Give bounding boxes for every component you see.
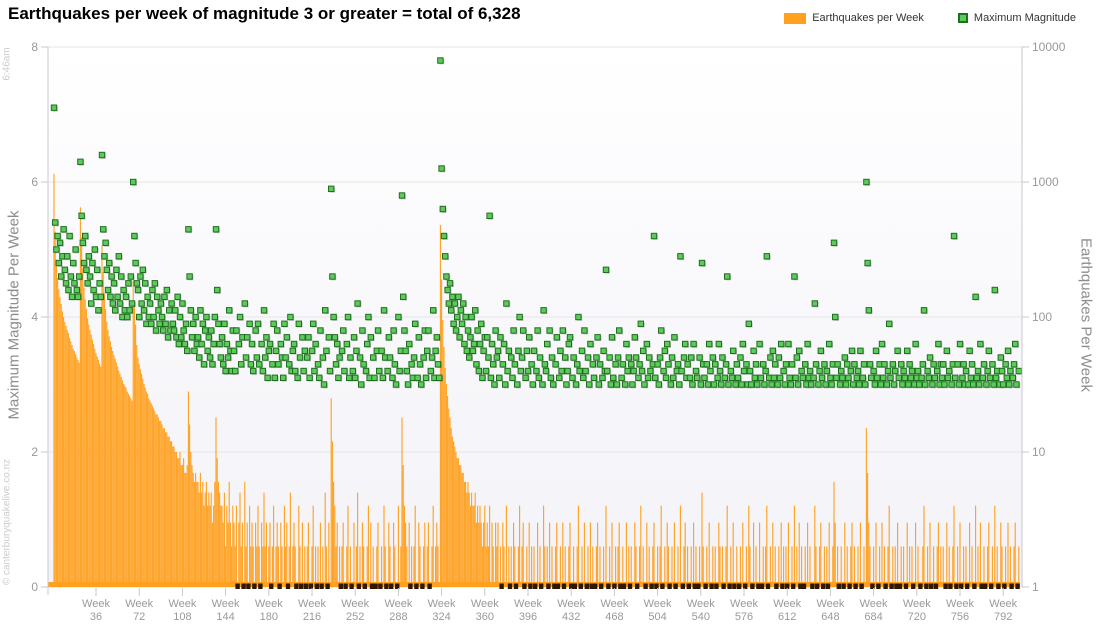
svg-text:Week: Week	[946, 598, 974, 610]
svg-text:10000: 10000	[1032, 40, 1066, 54]
svg-text:Week: Week	[903, 598, 931, 610]
left-axis-title: Maximum Magnitude Per Week	[5, 210, 23, 420]
svg-text:576: 576	[735, 611, 753, 623]
legend-item-earthquakes-per-week[interactable]: Earthquakes per Week	[784, 12, 924, 24]
svg-text:Week: Week	[341, 598, 369, 610]
svg-text:Week: Week	[298, 598, 326, 610]
svg-text:324: 324	[432, 611, 450, 623]
svg-text:10: 10	[1032, 445, 1046, 459]
svg-text:6: 6	[31, 175, 38, 189]
svg-text:Week: Week	[125, 598, 153, 610]
svg-text:Week: Week	[989, 598, 1017, 610]
legend-item-maximum-magnitude[interactable]: Maximum Magnitude	[957, 12, 1076, 24]
svg-text:612: 612	[778, 611, 796, 623]
svg-text:360: 360	[476, 611, 494, 623]
svg-text:Week: Week	[168, 598, 196, 610]
svg-text:216: 216	[303, 611, 321, 623]
svg-text:Week: Week	[255, 598, 283, 610]
svg-text:36: 36	[90, 611, 102, 623]
svg-text:Week: Week	[730, 598, 758, 610]
legend-label-magnitude: Maximum Magnitude	[973, 12, 1076, 24]
svg-text:504: 504	[648, 611, 666, 623]
bar-swatch-icon	[784, 12, 807, 24]
svg-text:252: 252	[346, 611, 364, 623]
svg-text:Week: Week	[687, 598, 715, 610]
watermark-copyright: © canterburyquakelive.co.nz	[1, 458, 13, 586]
square-marker-icon	[957, 13, 968, 23]
svg-text:684: 684	[864, 611, 882, 623]
svg-text:540: 540	[692, 611, 710, 623]
axis-lines	[41, 46, 1029, 595]
svg-text:2: 2	[31, 445, 38, 459]
svg-text:Week: Week	[557, 598, 585, 610]
svg-text:720: 720	[908, 611, 926, 623]
svg-text:648: 648	[821, 611, 839, 623]
svg-text:Week: Week	[773, 598, 801, 610]
svg-text:180: 180	[260, 611, 278, 623]
svg-text:Week: Week	[384, 598, 412, 610]
zero-week-marks	[235, 583, 1020, 589]
svg-text:1000: 1000	[1032, 175, 1059, 189]
svg-text:108: 108	[173, 611, 191, 623]
svg-text:72: 72	[133, 611, 145, 623]
svg-text:396: 396	[519, 611, 537, 623]
svg-text:792: 792	[994, 611, 1012, 623]
x-axis-tick-labels: Week36Week72Week108Week144Week180Week216…	[82, 588, 1018, 623]
right-axis-title: Earthquakes Per Week	[1077, 238, 1095, 392]
chart-title: Earthquakes per week of magnitude 3 or g…	[8, 4, 521, 23]
svg-text:Week: Week	[471, 598, 499, 610]
svg-text:4: 4	[31, 310, 38, 324]
svg-text:468: 468	[605, 611, 623, 623]
legend: Earthquakes per Week Maximum Magnitude	[784, 12, 1076, 24]
right-axis-tick-labels: 1 10 100 1000 10000	[1032, 40, 1066, 594]
svg-text:Week: Week	[860, 598, 888, 610]
svg-text:8: 8	[31, 40, 38, 54]
svg-text:0: 0	[31, 580, 38, 594]
svg-text:Week: Week	[212, 598, 240, 610]
legend-label-earthquakes: Earthquakes per Week	[812, 12, 924, 24]
bars-earthquakes-per-week	[53, 173, 1020, 588]
svg-text:Week: Week	[644, 598, 672, 610]
svg-text:Week: Week	[600, 598, 628, 610]
svg-text:144: 144	[216, 611, 234, 623]
watermark-time: 6:46am	[1, 47, 13, 81]
markers-maximum-magnitude	[50, 57, 1022, 388]
svg-text:Week: Week	[82, 598, 110, 610]
svg-text:Week: Week	[428, 598, 456, 610]
svg-text:Week: Week	[816, 598, 844, 610]
svg-text:1: 1	[1032, 580, 1039, 594]
svg-text:100: 100	[1032, 310, 1052, 324]
left-axis-tick-labels: 0 2 4 6 8	[31, 40, 38, 594]
svg-text:756: 756	[951, 611, 969, 623]
svg-text:432: 432	[562, 611, 580, 623]
svg-text:288: 288	[389, 611, 407, 623]
svg-text:Week: Week	[514, 598, 542, 610]
